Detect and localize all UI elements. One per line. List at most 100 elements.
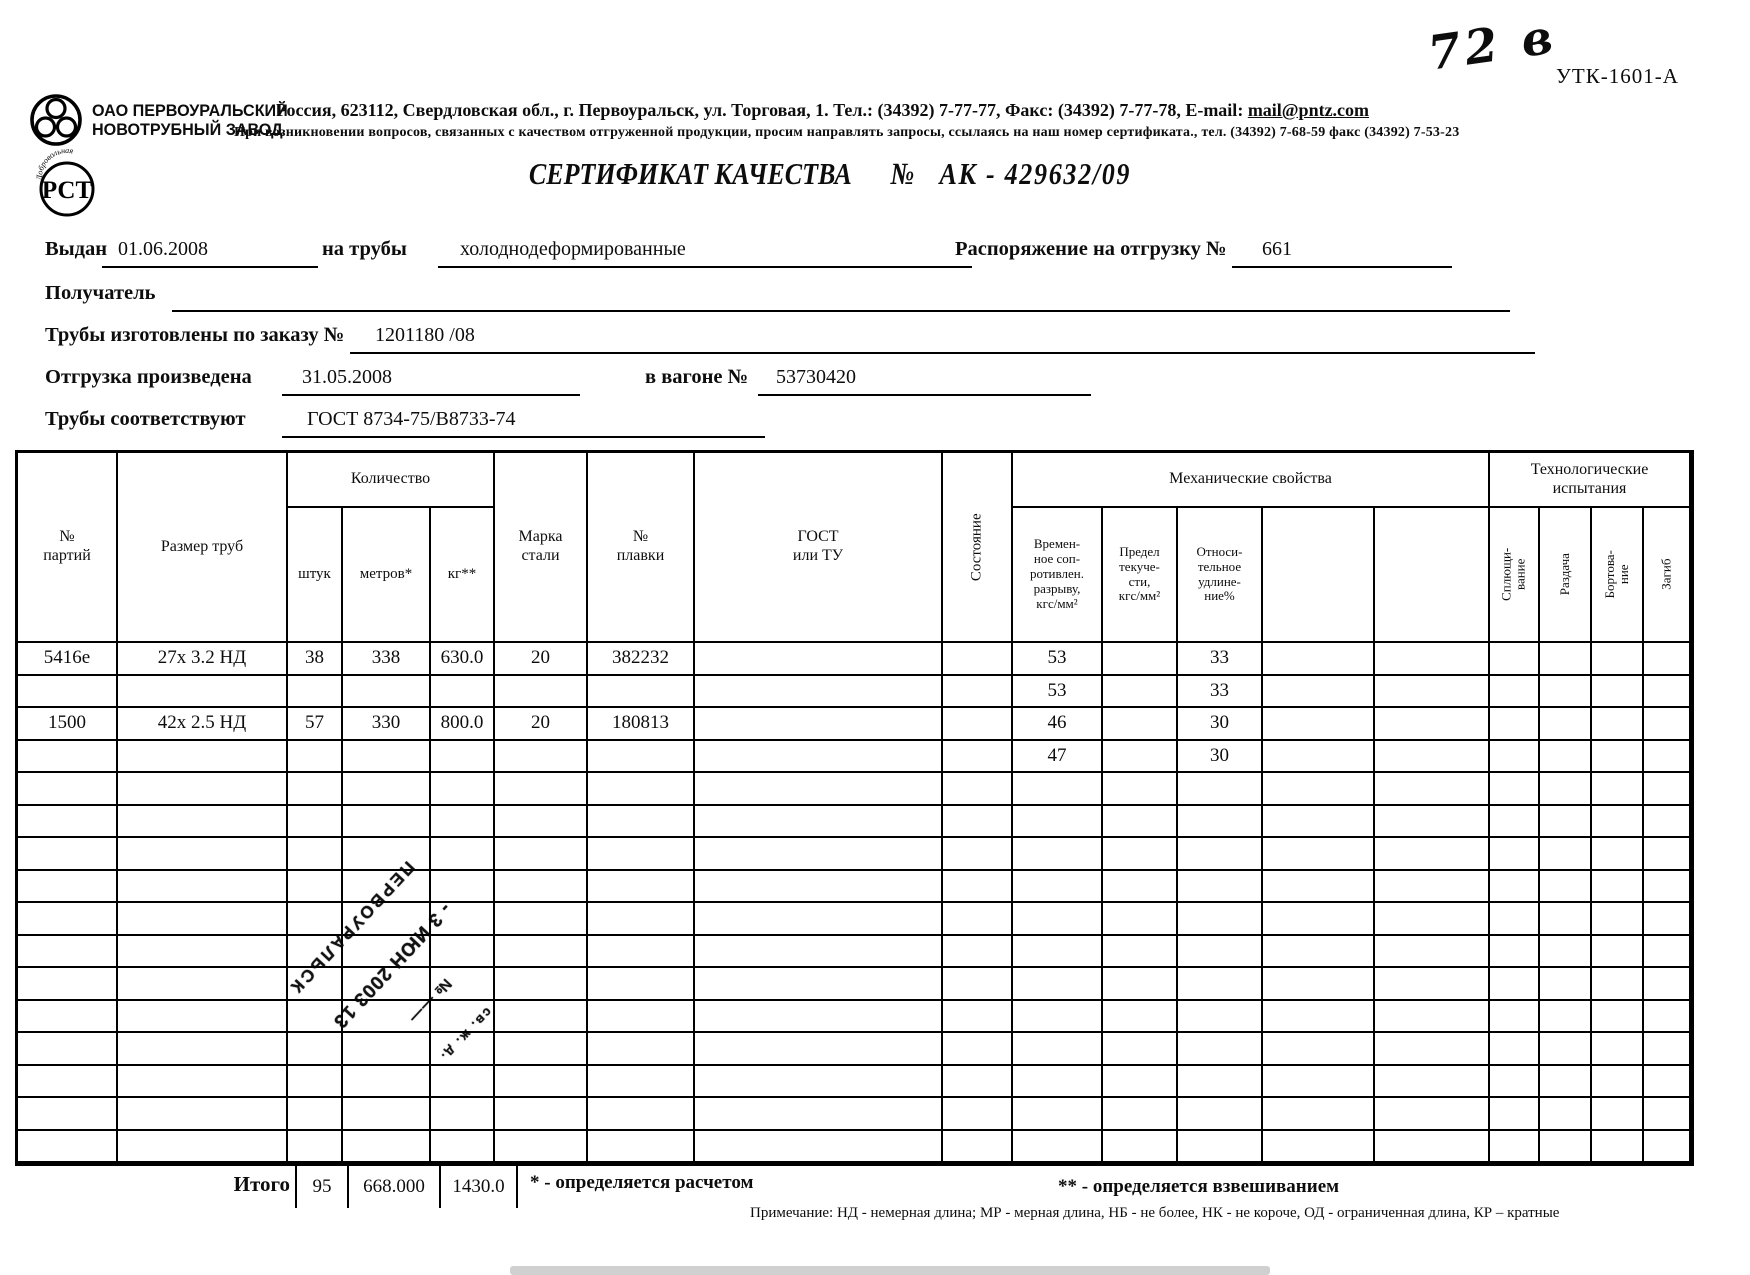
table-cell [695,968,943,1001]
table-cell [1103,903,1178,936]
table-cell: 180813 [588,708,695,741]
table-cell [1592,675,1644,708]
company-name: ОАО ПЕРВОУРАЛЬСКИЙ НОВОТРУБНЫЙ ЗАВОД [92,101,288,139]
table-cell [1592,1000,1644,1033]
table-cell [588,838,695,871]
table-cell [588,1098,695,1131]
table-cell [1540,903,1592,936]
table-cell [118,1098,288,1131]
table-cell [1375,805,1490,838]
table-cell [588,1000,695,1033]
table-cell [18,675,118,708]
table-cell [431,1000,495,1033]
table-cell: 53 [1013,643,1103,676]
table-cell [695,838,943,871]
table-cell [1644,1033,1691,1066]
table-cell [1592,643,1644,676]
footnote-weighed: ** - определяется взвешиванием [1058,1176,1340,1197]
table-cell [1375,643,1490,676]
table-cell [1103,870,1178,903]
table-cell [695,903,943,936]
table-cell [1263,903,1375,936]
table-cell [1178,773,1263,806]
table-cell [495,805,588,838]
table-cell [431,675,495,708]
totals-meters: 668.000 [349,1166,441,1208]
table-cell: 30 [1178,740,1263,773]
table-cell [343,870,431,903]
table-cell: 38 [288,643,343,676]
table-cell [1263,675,1375,708]
table-cell [118,838,288,871]
table-cell [1490,643,1540,676]
table-cell [495,968,588,1001]
table-cell [1540,773,1592,806]
table-cell [1490,935,1540,968]
table-cell [18,838,118,871]
table-cell [1490,1098,1540,1131]
table-cell [588,1033,695,1066]
table-cell [118,675,288,708]
table-cell [495,870,588,903]
table-cell [431,740,495,773]
table-cell [1375,838,1490,871]
rst-certification-mark-icon: Добровольная РСТ [35,146,95,217]
table-cell [943,1130,1013,1163]
table-cell [288,1098,343,1131]
table-cell [1013,838,1103,871]
table-cell [943,1098,1013,1131]
conform-value: ГОСТ 8734-75/В8733-74 [282,402,765,438]
table-cell [1263,805,1375,838]
table-cell [1103,1098,1178,1131]
table-cell [1263,935,1375,968]
table-cell [1103,740,1178,773]
table-cell [1644,1098,1691,1131]
table-cell [343,1033,431,1066]
issued-label: Выдан [45,238,108,260]
table-cell [695,1098,943,1131]
table-cell [1263,773,1375,806]
table-cell: 20 [495,643,588,676]
table-cell [1013,870,1103,903]
table-cell [288,1033,343,1066]
table-cell [1178,1130,1263,1163]
table-cell: 5416е [18,643,118,676]
table-cell [343,935,431,968]
table-cell [1103,643,1178,676]
table-cell [1103,1130,1178,1163]
table-cell [1013,935,1103,968]
table-cell: 20 [495,708,588,741]
table-cell: 46 [1013,708,1103,741]
table-cell [18,1033,118,1066]
table-cell [495,675,588,708]
table-cell [431,903,495,936]
col-header-flanging: Бортова- ние [1592,508,1644,643]
col-group-mechanical: Механические свойства [1013,453,1490,508]
table-cell [1540,838,1592,871]
table-cell [943,675,1013,708]
abbreviations-note: Примечание: НД - немерная длина; МР - ме… [750,1205,1560,1221]
table-cell [1592,870,1644,903]
col-header-tensile: Времен- ное соп- ротивлен. разрыву, кгс/… [1013,508,1103,643]
table-cell [1644,773,1691,806]
pipes-label: на трубы [322,238,407,260]
table-cell [1592,903,1644,936]
col-header-party: № партий [18,453,118,643]
table-cell [288,1000,343,1033]
table-cell [1375,675,1490,708]
table-cell [288,805,343,838]
table-cell [1644,708,1691,741]
table-cell [1644,935,1691,968]
table-cell [495,740,588,773]
table-cell [1103,968,1178,1001]
table-cell [1375,708,1490,741]
table-cell [1103,805,1178,838]
table-cell [1644,968,1691,1001]
table-cell [588,773,695,806]
table-cell [18,1098,118,1131]
table-cell [18,773,118,806]
scan-smudge [510,1266,1270,1275]
col-group-quantity: Количество [288,453,495,508]
pntz-logo-icon [30,94,82,146]
